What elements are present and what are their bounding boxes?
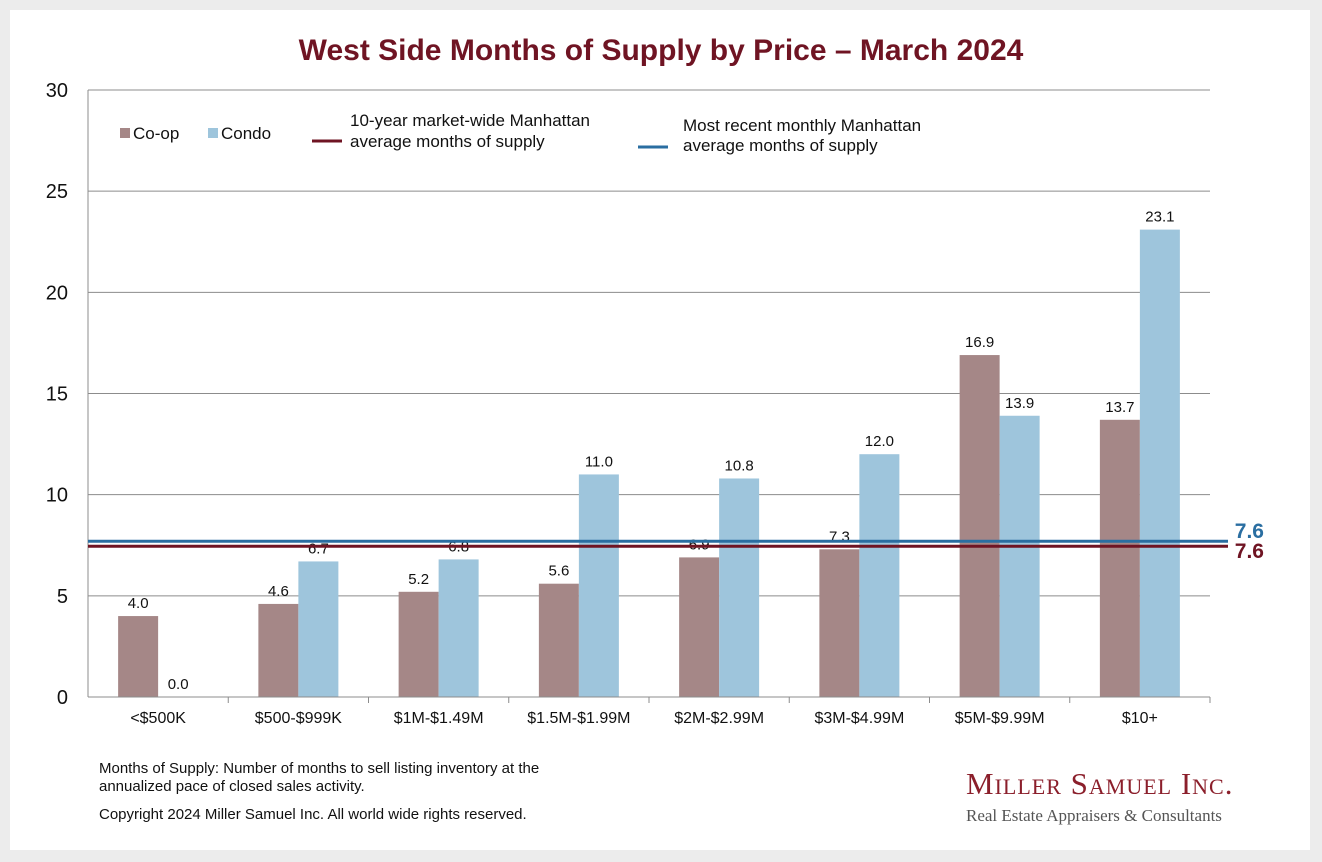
y-axis: 0 5 10 15 20 25 30	[46, 80, 89, 709]
x-tick-label: $3M-$4.99M	[814, 710, 904, 727]
legend-label: average months of supply	[350, 132, 545, 151]
legend-swatch	[208, 128, 218, 138]
chart-card	[10, 10, 1310, 850]
x-axis: <$500K $500-$999K $1M-$1.49M $1.5M-$1.99M $2…	[88, 696, 1211, 727]
data-label: 11.0	[585, 453, 613, 470]
legend: Co-op Condo 10-year market-wide Manhattan a…	[120, 111, 921, 155]
co-op-bar	[258, 603, 299, 697]
footnote-definition: Months of Supply: Number of months to se…	[99, 760, 539, 796]
data-label: 16.9	[965, 334, 994, 351]
y-tick-label: 20	[46, 282, 68, 304]
copyright-note: Copyright 2024 Miller Samuel Inc. All wo…	[99, 806, 527, 823]
y-tick-label: 10	[46, 485, 68, 507]
co-op-bar	[819, 549, 860, 697]
data-label: 4.6	[268, 583, 289, 600]
reference-lines: 7.67.6	[88, 520, 1264, 563]
brand-tagline: Real Estate Appraisers & Consultants	[966, 806, 1222, 825]
data-label: 23.1	[1145, 209, 1174, 226]
x-tick-label: $10+	[1122, 710, 1158, 727]
x-tick-label: <$500K	[130, 710, 186, 727]
data-label: 13.9	[1005, 395, 1034, 412]
legend-label: average months of supply	[683, 136, 878, 155]
condo-bar	[298, 561, 339, 697]
x-tick-label: $500-$999K	[255, 710, 343, 727]
grid-lines	[88, 89, 1210, 597]
condo-bar	[999, 415, 1040, 697]
y-tick-label: 0	[57, 687, 68, 709]
reference-line-label: 7.6	[1235, 540, 1264, 563]
condo-bar	[438, 559, 479, 697]
x-tick-label: $1M-$1.49M	[394, 710, 484, 727]
x-tick-label: $1.5M-$1.99M	[527, 710, 630, 727]
legend-label: Co-op	[133, 124, 179, 143]
legend-swatch	[120, 128, 130, 138]
data-label: 0.0	[168, 676, 189, 693]
co-op-bar	[118, 616, 159, 697]
co-op-bar	[398, 591, 439, 697]
y-tick-label: 30	[46, 80, 68, 102]
x-tick-label: $5M-$9.99M	[955, 710, 1045, 727]
reference-line-label: 7.6	[1235, 520, 1264, 543]
data-label: 5.6	[548, 563, 569, 580]
data-label: 5.2	[408, 571, 429, 588]
condo-bar	[578, 474, 619, 697]
legend-label: Condo	[221, 124, 271, 143]
data-label: 12.0	[865, 433, 894, 450]
brand-logo: Miller Samuel Inc.	[966, 766, 1234, 801]
co-op-bar	[1099, 419, 1140, 697]
data-label: 6.7	[308, 540, 329, 557]
data-label: 4.0	[128, 595, 149, 612]
y-tick-label: 5	[57, 586, 68, 608]
legend-label: Most recent monthly Manhattan	[683, 116, 921, 135]
y-tick-label: 25	[46, 181, 68, 203]
y-tick-label: 15	[46, 384, 68, 406]
co-op-bar	[538, 583, 579, 697]
co-op-bar	[679, 557, 720, 697]
x-tick-label: $2M-$2.99M	[674, 710, 764, 727]
data-label: 10.8	[725, 457, 754, 474]
condo-bar	[719, 478, 760, 697]
bars: 4.00.04.66.75.26.85.611.06.910.87.312.01…	[118, 209, 1180, 698]
footnote-line-1: Months of Supply: Number of months to se…	[99, 760, 540, 777]
data-label: 7.3	[829, 528, 850, 545]
data-label: 13.7	[1105, 399, 1134, 416]
footnote-line-2: annualized pace of closed sales activity…	[99, 778, 365, 795]
co-op-bar	[959, 355, 1000, 697]
chart-title: West Side Months of Supply by Price – Ma…	[298, 34, 1024, 67]
condo-bar	[1139, 229, 1180, 698]
condo-bar	[859, 454, 900, 697]
legend-label: 10-year market-wide Manhattan	[350, 111, 590, 130]
